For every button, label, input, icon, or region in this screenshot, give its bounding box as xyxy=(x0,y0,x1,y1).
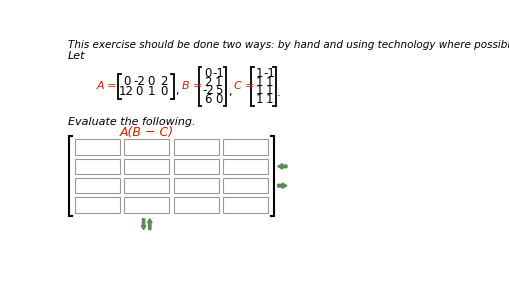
Text: 2: 2 xyxy=(160,75,167,88)
Text: 1: 1 xyxy=(265,84,273,97)
Text: ,: , xyxy=(175,86,179,96)
Bar xyxy=(124,159,169,174)
Bar xyxy=(74,140,119,155)
Bar xyxy=(124,178,169,193)
Text: .: . xyxy=(276,88,280,98)
Bar xyxy=(74,178,119,193)
Bar xyxy=(174,140,218,155)
FancyArrow shape xyxy=(141,219,146,230)
Bar xyxy=(223,178,268,193)
Text: 0: 0 xyxy=(215,93,222,106)
FancyArrow shape xyxy=(277,164,287,169)
Bar xyxy=(74,159,119,174)
Text: -1: -1 xyxy=(263,67,275,80)
Text: 12: 12 xyxy=(119,85,134,98)
Text: 6: 6 xyxy=(204,93,211,106)
Text: B =: B = xyxy=(181,81,202,91)
Text: 1: 1 xyxy=(255,76,263,89)
Text: This exercise should be done two ways: by hand and using technology where possib: This exercise should be done two ways: b… xyxy=(68,40,509,50)
Text: 0: 0 xyxy=(123,75,130,88)
Text: 1: 1 xyxy=(255,84,263,97)
Text: 0: 0 xyxy=(147,75,155,88)
FancyArrow shape xyxy=(277,183,287,188)
Text: -2: -2 xyxy=(133,75,145,88)
Text: C =: C = xyxy=(234,81,254,91)
Text: Evaluate the following.: Evaluate the following. xyxy=(68,117,195,127)
Text: 1: 1 xyxy=(147,85,155,98)
FancyArrow shape xyxy=(147,219,152,230)
Text: ,: , xyxy=(228,87,231,97)
Text: 5: 5 xyxy=(215,84,222,97)
Text: A =: A = xyxy=(96,81,117,91)
Text: 0: 0 xyxy=(135,85,143,98)
Text: 1: 1 xyxy=(255,93,263,106)
Text: 0: 0 xyxy=(204,67,211,80)
Bar xyxy=(174,197,218,213)
Bar xyxy=(124,140,169,155)
Bar xyxy=(74,197,119,213)
Text: -2: -2 xyxy=(202,84,213,97)
Bar xyxy=(174,178,218,193)
Text: 1: 1 xyxy=(265,76,273,89)
Bar xyxy=(223,159,268,174)
Bar xyxy=(223,140,268,155)
Text: 1: 1 xyxy=(265,93,273,106)
Text: -1: -1 xyxy=(212,67,224,80)
Text: 1: 1 xyxy=(215,76,222,89)
Bar xyxy=(223,197,268,213)
Text: 2: 2 xyxy=(204,76,211,89)
Text: 0: 0 xyxy=(160,85,167,98)
Text: A(B − C): A(B − C) xyxy=(119,127,174,139)
Bar xyxy=(174,159,218,174)
Text: Let: Let xyxy=(68,51,85,61)
Text: 1: 1 xyxy=(255,67,263,80)
Bar xyxy=(124,197,169,213)
